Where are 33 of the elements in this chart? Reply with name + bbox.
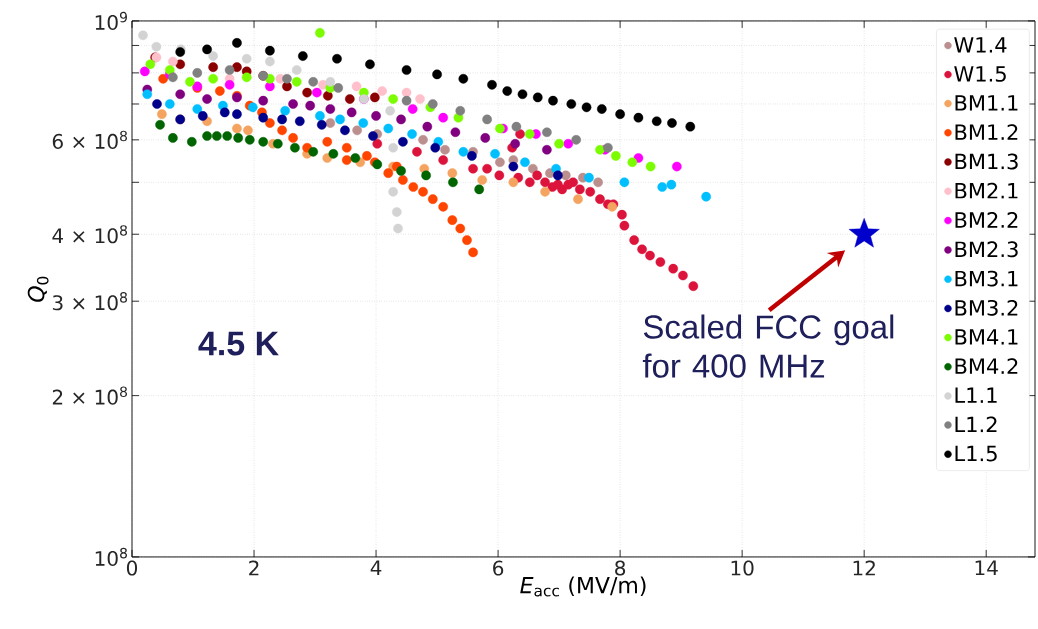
x-tick-label: 4 [370, 560, 382, 576]
legend-label: L1.2 [955, 416, 997, 433]
legend-label: BM1.2 [955, 124, 1018, 140]
legend-label: L1.1 [955, 387, 997, 403]
x-tick-label: 0 [126, 560, 138, 576]
legend-label: BM2.2 [955, 212, 1018, 228]
legend-label: BM1.3 [955, 153, 1018, 170]
legend-label: W1.4 [954, 37, 1007, 53]
legend-label: L1.5 [955, 445, 997, 462]
y-axis-title: Q$_{0}$ [27, 276, 49, 302]
y-tick-label: 10$^{8}$ [95, 547, 128, 567]
x-tick-label: 14 [975, 560, 998, 576]
legend-label: BM2.1 [955, 182, 1018, 199]
annotation: 4.5 K [198, 331, 279, 356]
x-tick-label: 2 [249, 560, 259, 576]
x-tick-label: 6 [493, 560, 504, 576]
legend-label: BM2.3 [955, 241, 1018, 258]
y-tick-label: 3 × 10$^{8}$ [52, 292, 128, 311]
legend-label: BM4.1 [955, 329, 1018, 345]
legend-label: W1.5 [954, 66, 1006, 82]
legend-label: BM3.1 [955, 270, 1018, 287]
y-tick-label: 6 × 10$^{8}$ [52, 130, 128, 149]
legend-label: BM1.1 [955, 95, 1018, 111]
y-tick-label: 4 × 10$^{8}$ [52, 225, 128, 244]
annotation: Scaled FCC goal for 400 MHz [642, 314, 894, 378]
x-tick-label: 12 [853, 560, 875, 576]
legend-label: BM3.2 [955, 299, 1018, 316]
x-tick-label: 10 [731, 560, 754, 576]
y-tick-label: 2 × 10$^{8}$ [52, 386, 128, 405]
x-axis-title: E$_{acc}$ (MV/m) [520, 576, 646, 597]
legend-label: BM4.2 [955, 358, 1018, 374]
y-tick-label: 10$^{9}$ [95, 11, 127, 31]
x-tick-label: 8 [615, 560, 626, 576]
